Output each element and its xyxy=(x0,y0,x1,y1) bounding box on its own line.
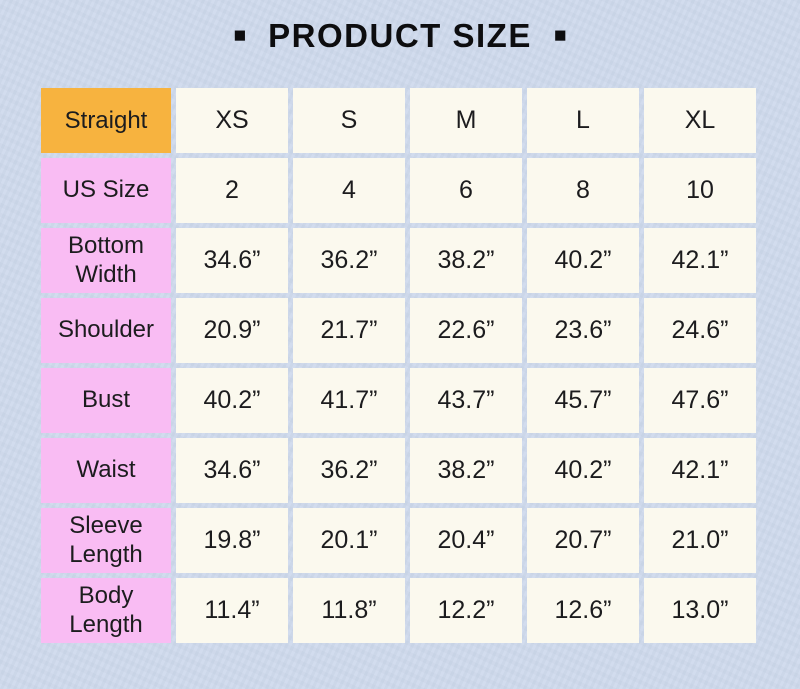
measurement-value-cell: 40.2” xyxy=(527,438,639,503)
table-row: Bust 40.2” 41.7” 43.7” 45.7” 47.6” xyxy=(41,368,756,433)
measurement-value-cell: 10 xyxy=(644,158,756,223)
row-label: Body Length xyxy=(41,578,171,643)
measurement-value-cell: 20.9” xyxy=(176,298,288,363)
size-table-head: Straight XS S M L XL xyxy=(41,88,756,153)
size-column-header: L xyxy=(527,88,639,153)
size-table-body: US Size 2 4 6 8 10 Bottom Width 34.6” 36.2” 38.2”… xyxy=(41,158,756,643)
row-label: Bottom Width xyxy=(41,228,171,293)
row-label: Sleeve Length xyxy=(41,508,171,573)
size-column-header: XL xyxy=(644,88,756,153)
measurement-value-cell: 47.6” xyxy=(644,368,756,433)
page-title: ■ PRODUCT SIZE ■ xyxy=(0,14,800,58)
measurement-value-cell: 34.6” xyxy=(176,438,288,503)
square-bullet-right-icon: ■ xyxy=(553,24,567,47)
measurement-value-cell: 40.2” xyxy=(176,368,288,433)
row-label: Waist xyxy=(41,438,171,503)
table-row: Shoulder 20.9” 21.7” 22.6” 23.6” 24.6” xyxy=(41,298,756,363)
measurement-value-cell: 34.6” xyxy=(176,228,288,293)
measurement-value-cell: 42.1” xyxy=(644,438,756,503)
measurement-value-cell: 38.2” xyxy=(410,228,522,293)
corner-cell-fit-name: Straight xyxy=(41,88,171,153)
measurement-value-cell: 6 xyxy=(410,158,522,223)
table-row: Sleeve Length 19.8” 20.1” 20.4” 20.7” 21.0” xyxy=(41,508,756,573)
measurement-value-cell: 20.4” xyxy=(410,508,522,573)
measurement-value-cell: 45.7” xyxy=(527,368,639,433)
size-table: Straight XS S M L XL US Size 2 4 6 8 10 Bottom Widt… xyxy=(36,83,761,648)
measurement-value-cell: 20.1” xyxy=(293,508,405,573)
measurement-value-cell: 20.7” xyxy=(527,508,639,573)
measurement-value-cell: 36.2” xyxy=(293,228,405,293)
measurement-value-cell: 13.0” xyxy=(644,578,756,643)
measurement-value-cell: 42.1” xyxy=(644,228,756,293)
measurement-value-cell: 21.7” xyxy=(293,298,405,363)
row-label: US Size xyxy=(41,158,171,223)
table-row: US Size 2 4 6 8 10 xyxy=(41,158,756,223)
measurement-value-cell: 22.6” xyxy=(410,298,522,363)
square-bullet-left-icon: ■ xyxy=(233,24,247,47)
measurement-value-cell: 4 xyxy=(293,158,405,223)
measurement-value-cell: 11.4” xyxy=(176,578,288,643)
measurement-value-cell: 23.6” xyxy=(527,298,639,363)
measurement-value-cell: 38.2” xyxy=(410,438,522,503)
size-column-header: S xyxy=(293,88,405,153)
row-label: Bust xyxy=(41,368,171,433)
measurement-value-cell: 40.2” xyxy=(527,228,639,293)
row-label: Shoulder xyxy=(41,298,171,363)
measurement-value-cell: 24.6” xyxy=(644,298,756,363)
size-column-header: M xyxy=(410,88,522,153)
measurement-value-cell: 19.8” xyxy=(176,508,288,573)
measurement-value-cell: 8 xyxy=(527,158,639,223)
measurement-value-cell: 11.8” xyxy=(293,578,405,643)
header-row: Straight XS S M L XL xyxy=(41,88,756,153)
measurement-value-cell: 12.6” xyxy=(527,578,639,643)
page-title-text: PRODUCT SIZE xyxy=(268,17,532,54)
measurement-value-cell: 12.2” xyxy=(410,578,522,643)
table-row: Body Length 11.4” 11.8” 12.2” 12.6” 13.0” xyxy=(41,578,756,643)
table-row: Waist 34.6” 36.2” 38.2” 40.2” 42.1” xyxy=(41,438,756,503)
size-column-header: XS xyxy=(176,88,288,153)
measurement-value-cell: 21.0” xyxy=(644,508,756,573)
measurement-value-cell: 2 xyxy=(176,158,288,223)
measurement-value-cell: 36.2” xyxy=(293,438,405,503)
measurement-value-cell: 41.7” xyxy=(293,368,405,433)
table-row: Bottom Width 34.6” 36.2” 38.2” 40.2” 42.1” xyxy=(41,228,756,293)
measurement-value-cell: 43.7” xyxy=(410,368,522,433)
